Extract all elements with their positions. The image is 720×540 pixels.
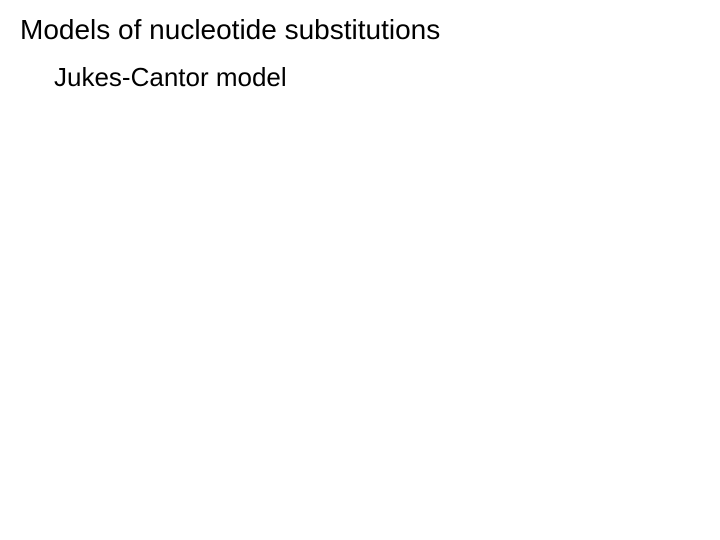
slide-title: Models of nucleotide substitutions	[20, 14, 440, 46]
slide-subtitle: Jukes-Cantor model	[54, 62, 287, 93]
